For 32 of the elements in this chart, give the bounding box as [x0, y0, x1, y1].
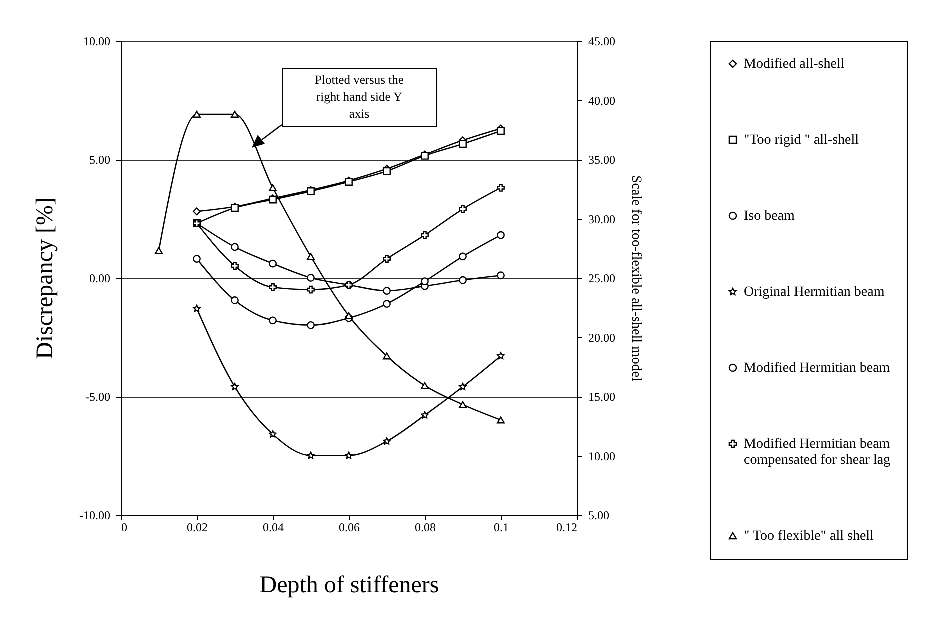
- legend-label: " Too flexible" all shell: [744, 529, 874, 544]
- y-tick-label: 0.00: [90, 272, 110, 286]
- x-tick-label: 0: [122, 520, 128, 534]
- y2-axis-title: Scale for too-flexible all-shell model: [628, 175, 644, 382]
- y2-tick-label: 25.00: [588, 272, 616, 286]
- y2-tick-label: 15.00: [588, 390, 616, 404]
- x-tick-label: 0.12: [556, 520, 578, 534]
- legend-label: "Too rigid " all-shell: [744, 133, 860, 148]
- y2-tick-label: 30.00: [588, 212, 616, 226]
- y2-tick-label: 35.00: [588, 153, 616, 167]
- x-tick-label: 0.08: [415, 520, 436, 534]
- y2-tick-label: 20.00: [588, 330, 616, 345]
- x-tick-label: 0.1: [494, 520, 509, 534]
- x-tick-label: 0.06: [339, 520, 360, 534]
- y-tick-label: -5.00: [86, 390, 110, 404]
- legend-label: Modified Hermitian beam: [744, 361, 890, 376]
- legend-label: Modified all-shell: [744, 57, 845, 72]
- x-tick-label: 0.02: [187, 520, 208, 534]
- x-tick-label: 0.04: [263, 520, 284, 534]
- y2-tick-label: 45.00: [588, 34, 616, 48]
- y-tick-label: 5.00: [90, 153, 110, 167]
- x-axis-title: Depth of stiffeners: [260, 572, 440, 598]
- y-tick-label: 10.00: [84, 34, 110, 48]
- y2-tick-label: 10.00: [588, 449, 616, 464]
- y2-tick-label: 40.00: [588, 94, 616, 108]
- y-tick-label: -10.00: [80, 508, 110, 522]
- note-box: Plotted versus the right hand side Y axis: [282, 68, 437, 127]
- y-axis-title: Discrepancy [%]: [32, 198, 59, 360]
- legend-label: Iso beam: [744, 209, 796, 224]
- y2-tick-label: 5.00: [588, 508, 610, 522]
- legend-label: Original Hermitian beam: [744, 285, 885, 300]
- legend-label: Modified Hermitian beam compensated for shear lag: [744, 437, 891, 468]
